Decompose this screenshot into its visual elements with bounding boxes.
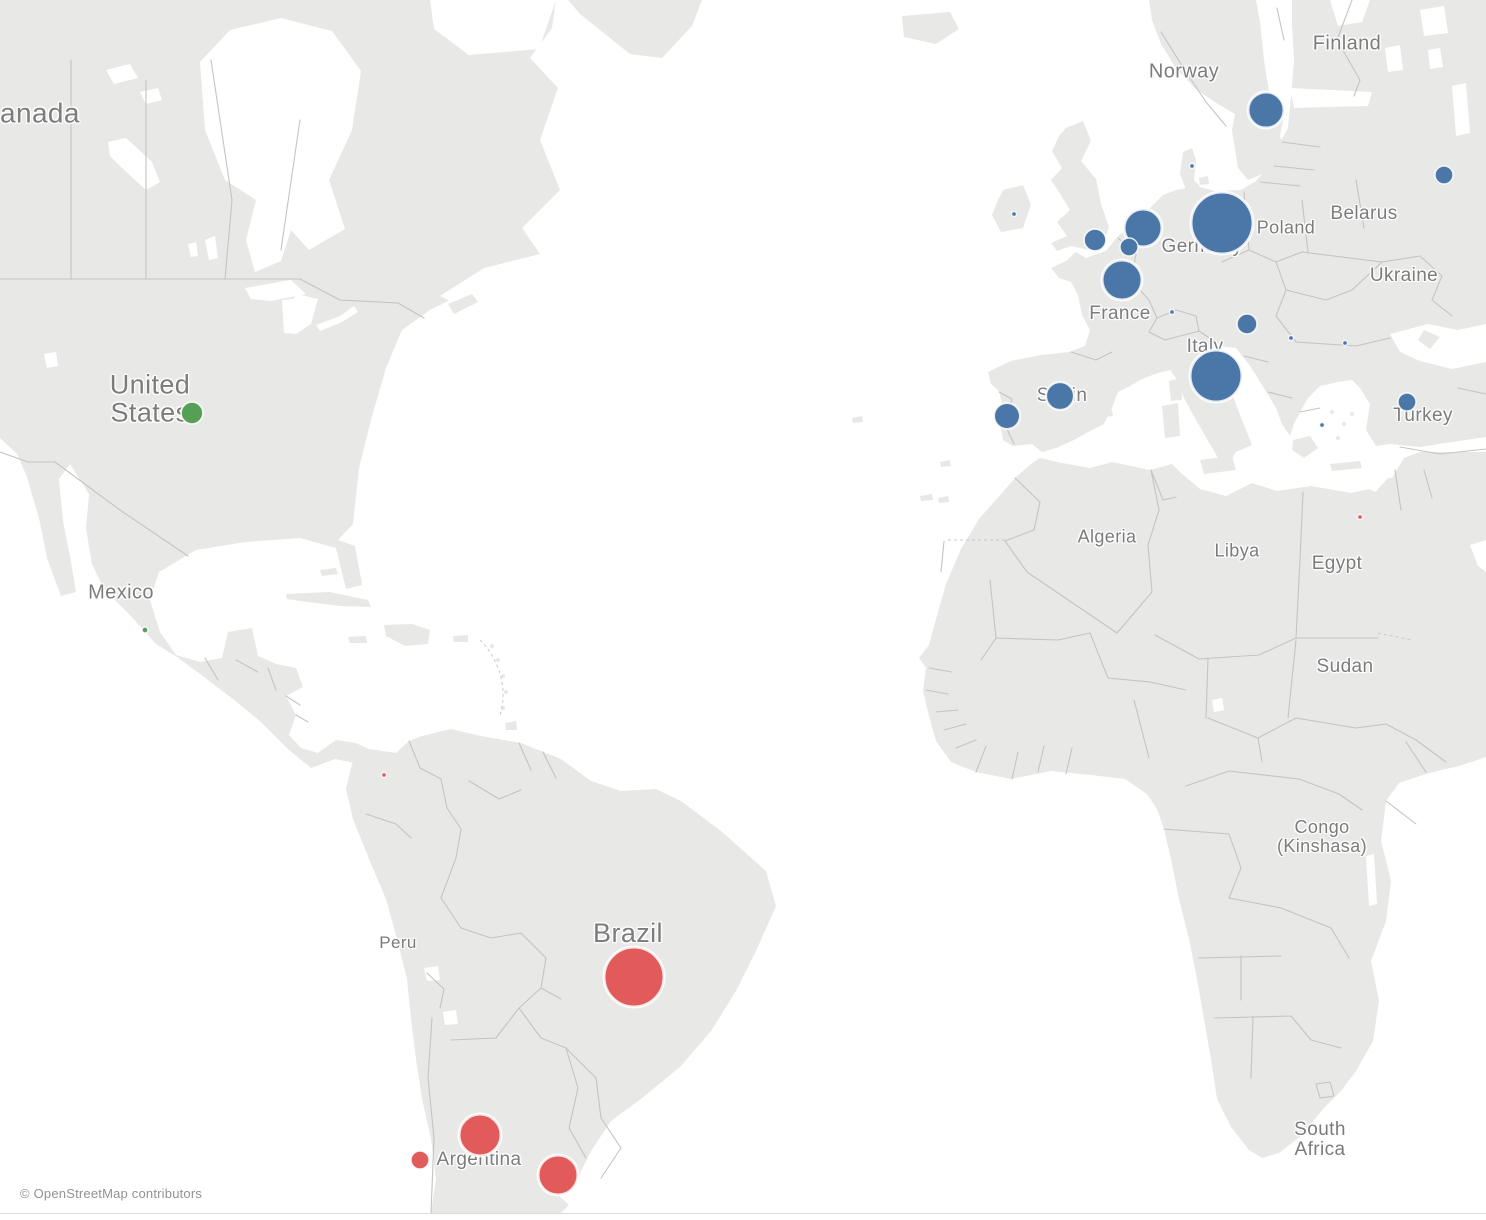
great-lakes [245,280,306,301]
lake-victoria [1396,809,1423,851]
data-point-germany[interactable] [1189,190,1255,256]
data-point-belgrade-serbia[interactable] [1287,334,1295,342]
data-point-levant[interactable] [1356,513,1364,521]
landmass-iceland [902,12,959,44]
data-point-united-states[interactable] [180,401,204,425]
landmass-greenland [568,0,702,58]
data-point-moscow-russia[interactable] [1434,165,1454,185]
inland-water [44,0,1486,1025]
data-point-paris-france[interactable] [1100,258,1144,302]
dashed-borders [479,539,1413,716]
data-point-dublin-ireland[interactable] [1010,210,1018,218]
data-point-zagreb-croatia[interactable] [1236,313,1258,335]
data-point-cordoba-argentina[interactable] [457,1112,503,1158]
hudson-bay [200,18,361,272]
landmass-south-america [346,729,776,1213]
map-attribution: © OpenStreetMap contributors [20,1186,203,1201]
gulf-of-finland [1290,88,1372,108]
data-point-madrid-spain[interactable] [1044,380,1076,412]
data-point-rome-italy[interactable] [1188,348,1244,404]
landmass-ireland [992,185,1031,232]
data-point-brazil[interactable] [602,945,666,1009]
data-point-bucharest-romania[interactable] [1341,339,1349,347]
data-point-athens-greece[interactable] [1318,421,1326,429]
data-point-lisbon-portugal[interactable] [992,401,1022,431]
islands-over-water [448,232,1440,349]
landmass-arabia [1369,452,1486,700]
landmass-north-america [0,0,560,768]
data-point-mexico-city[interactable] [141,626,149,634]
data-point-copenhagen-denmark[interactable] [1188,162,1196,170]
data-point-buenos-aires[interactable] [536,1153,580,1197]
data-point-zurich-switzerland[interactable] [1168,308,1176,316]
data-point-london-uk[interactable] [1083,228,1107,252]
data-point-stockholm-sweden[interactable] [1246,90,1286,130]
black-sea [1390,324,1486,369]
landmass-africa [919,458,1486,1158]
crimea [1418,330,1440,349]
data-point-brussels-belgium[interactable] [1119,237,1139,257]
data-point-amsterdam-netherlands[interactable] [1122,207,1164,249]
landmass-scandinavia [1149,0,1286,180]
data-point-ankara-turkey[interactable] [1397,392,1417,412]
data-point-bogota-colombia[interactable] [380,771,388,779]
data-point-santiago-chile[interactable] [410,1150,430,1170]
landmass-great-britain [1051,121,1109,251]
